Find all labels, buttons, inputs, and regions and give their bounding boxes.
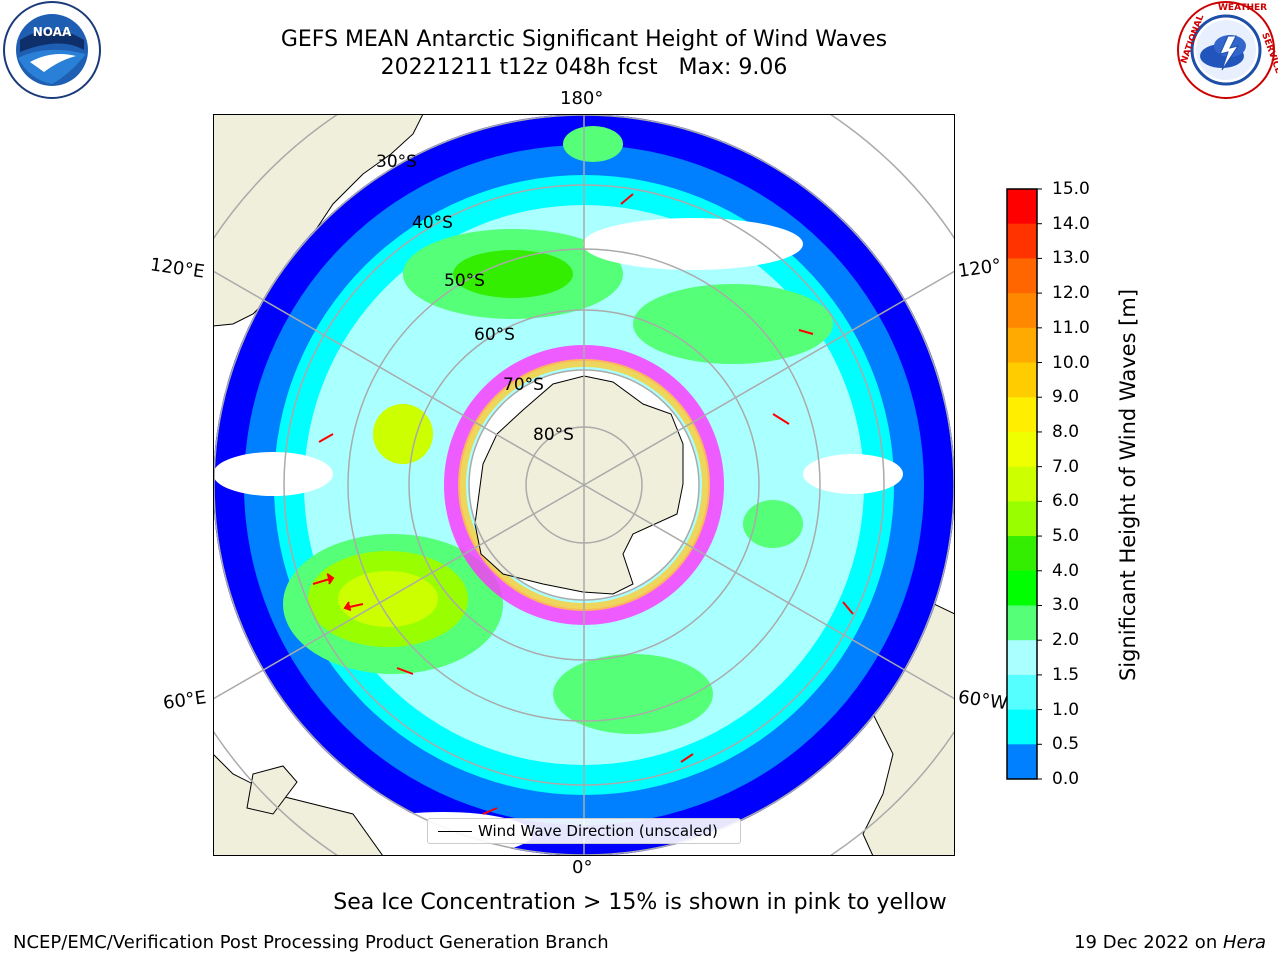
wind-arrows [312,193,854,815]
lat-label-50s: 50°S [444,271,485,291]
sea-ice-note: Sea Ice Concentration > 15% is shown in … [333,890,947,915]
colorbar-label: Significant Height of Wind Waves [m] [1116,288,1140,682]
svg-text:WEATHER: WEATHER [1218,3,1267,13]
colorbar-tick-label: 11.0 [1052,317,1090,338]
map-legend: Wind Wave Direction (unscaled) [427,818,741,844]
chart-subtitle: 20221211 t12z 048h fcst Max: 9.06 [380,55,788,80]
lon-label-lower-left: 60°E [161,687,208,714]
colorbar-segment [1007,362,1037,398]
colorbar-segment [1007,605,1037,641]
colorbar-tick-label: 6.0 [1052,491,1080,512]
lon-label-upper-left: 120°E [148,254,206,283]
colorbar-segment [1007,570,1037,606]
colorbar-segment [1007,709,1037,745]
lat-label-80s: 80°S [533,425,574,445]
colorbar-tick-label: 14.0 [1052,213,1090,234]
colorbar-segment [1007,293,1037,329]
colorbar-segment [1007,327,1037,364]
noaa-logo-text: NOAA [33,25,72,39]
colorbar-segment [1007,674,1037,711]
colorbar-tick-label: 5.0 [1052,526,1080,547]
colorbar-tick-label: 13.0 [1052,248,1090,269]
legend-label: Wind Wave Direction (unscaled) [478,822,718,840]
lat-label-30s: 30°S [376,152,417,172]
lon-label-top: 180° [560,88,604,109]
colorbar-tick-label: 0.5 [1052,734,1080,755]
antarctic-map [213,114,955,856]
noaa-logo-icon: NOAA [3,1,101,99]
footer-host: Hera [1222,932,1266,953]
colorbar-tick-label: 1.5 [1052,664,1080,685]
legend-line-swatch [438,831,472,832]
colorbar-tick-label: 0.0 [1052,769,1080,789]
colorbar-segment [1007,466,1037,502]
colorbar-tick-label: 7.0 [1052,456,1080,477]
colorbar-segment [1007,536,1037,572]
colorbar-segment [1007,501,1037,537]
colorbar-segment [1007,640,1037,676]
colorbar-tick-label: 12.0 [1052,283,1090,304]
colorbar-tick-label: 8.0 [1052,421,1080,442]
footer-date-text: 19 Dec 2022 on [1074,932,1223,953]
lon-label-upper-right: 120° [956,255,1003,282]
colorbar-tick-label: 2.0 [1052,630,1080,651]
nws-logo-icon: NATIONAL WEATHER SERVICE [1177,1,1278,99]
colorbar-tick-label: 9.0 [1052,387,1080,408]
lon-label-bottom: 0° [572,857,593,878]
antarctica [474,375,684,595]
colorbar-segment [1007,258,1037,294]
lat-label-70s: 70°S [503,375,544,395]
colorbar-tick-label: 4.0 [1052,560,1080,581]
colorbar-segment [1007,397,1037,433]
colorbar-frame [1006,188,1038,780]
footer-org: NCEP/EMC/Verification Post Processing Pr… [13,932,609,953]
colorbar [1006,188,1042,780]
lat-label-60s: 60°S [474,325,515,345]
chart-title: GEFS MEAN Antarctic Significant Height o… [280,27,888,52]
footer-date: 19 Dec 2022 on Hera [1074,932,1266,953]
colorbar-tick-label: 15.0 [1052,179,1090,199]
colorbar-segment [1007,744,1037,780]
lat-label-40s: 40°S [412,213,453,233]
colorbar-tick-label: 3.0 [1052,595,1080,616]
colorbar-segment [1007,223,1037,259]
colorbar-tick-label: 10.0 [1052,352,1090,373]
colorbar-tick-label: 1.0 [1052,699,1080,720]
colorbar-segment [1007,189,1037,225]
colorbar-segment [1007,431,1037,468]
